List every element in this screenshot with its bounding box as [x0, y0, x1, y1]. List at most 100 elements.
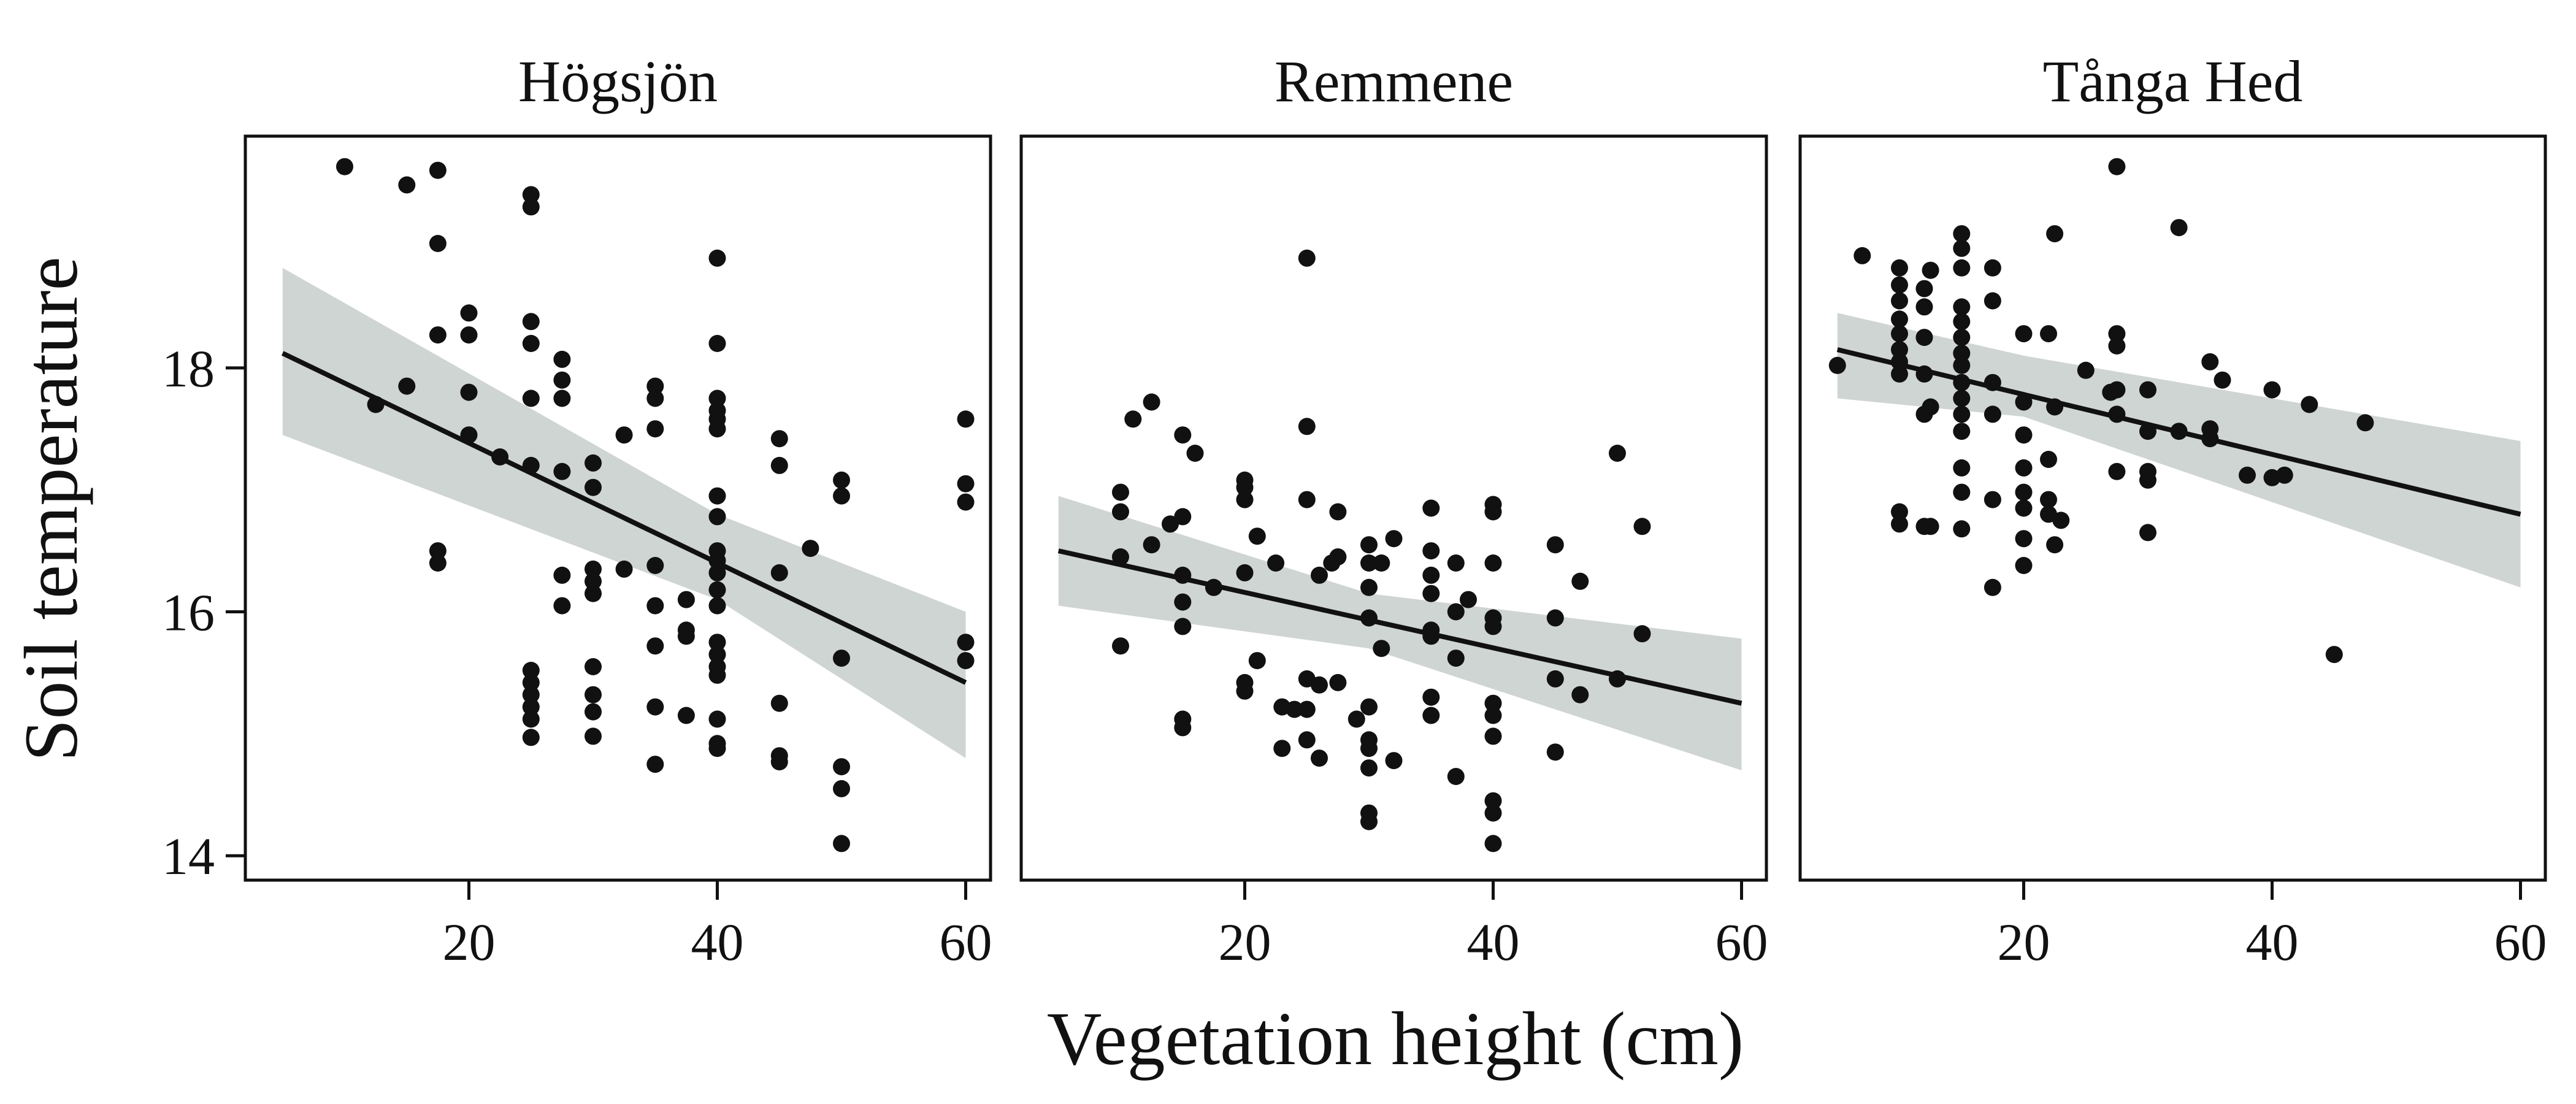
x-tick-label: 60	[940, 913, 992, 972]
data-point	[1422, 688, 1440, 706]
data-point	[677, 707, 695, 724]
panel-2: Remmene 20 40 60	[1019, 48, 1768, 972]
data-point	[708, 581, 726, 599]
data-point	[2139, 524, 2156, 542]
data-point	[1922, 518, 1939, 535]
y-tick-label: 14	[162, 827, 215, 886]
data-point	[522, 673, 540, 691]
data-point	[1953, 389, 1971, 407]
data-point	[2015, 426, 2033, 444]
data-point	[1484, 835, 1502, 853]
data-point	[708, 710, 726, 728]
data-point	[429, 235, 447, 252]
data-point	[1633, 518, 1651, 535]
panel-title: Högsjön	[518, 48, 718, 114]
data-point	[1298, 249, 1316, 267]
data-point	[708, 597, 726, 615]
x-tick-label: 20	[1219, 913, 1271, 972]
data-point	[2239, 466, 2256, 484]
data-point	[522, 313, 540, 331]
data-point	[522, 335, 540, 352]
data-point	[553, 566, 571, 584]
data-point	[1953, 239, 1971, 257]
data-point	[2108, 462, 2126, 480]
data-point	[615, 560, 633, 578]
data-point	[1484, 503, 1502, 521]
data-point	[2139, 381, 2156, 399]
data-point	[1984, 491, 2001, 508]
data-point	[708, 740, 726, 757]
data-point	[585, 454, 602, 472]
data-point	[585, 658, 602, 675]
data-point	[1298, 418, 1316, 435]
data-point	[1460, 591, 1477, 608]
data-point	[957, 410, 975, 428]
data-point	[646, 420, 664, 438]
data-point	[1922, 261, 1939, 279]
data-point	[646, 637, 664, 655]
data-point	[1286, 700, 1303, 718]
data-point	[1891, 325, 1908, 343]
data-point	[1915, 329, 1933, 347]
regression-line	[1057, 548, 1742, 706]
data-point	[957, 493, 975, 511]
data-point	[770, 694, 788, 712]
data-point	[1915, 280, 1933, 297]
data-point	[585, 560, 602, 578]
regression-line	[282, 351, 967, 685]
data-point	[522, 198, 540, 216]
data-point	[1984, 292, 2001, 310]
data-point	[1311, 749, 1328, 767]
data-point	[1267, 554, 1285, 572]
panel-title: Remmene	[1275, 48, 1513, 114]
data-point	[1360, 813, 1378, 830]
data-point	[1329, 503, 1347, 521]
data-point	[1609, 445, 1626, 462]
data-point	[1174, 593, 1192, 611]
data-point	[585, 727, 602, 745]
data-point	[770, 430, 788, 448]
data-point	[2040, 325, 2057, 343]
data-point	[398, 377, 416, 395]
confidence-band	[282, 267, 966, 759]
panel-title: Tånga Hed	[2043, 48, 2303, 114]
data-point	[1953, 298, 1971, 316]
data-point	[522, 698, 540, 716]
data-point	[646, 756, 664, 773]
data-point	[585, 572, 602, 590]
data-point	[1633, 625, 1651, 643]
data-point	[1984, 578, 2001, 596]
data-point	[585, 703, 602, 721]
data-point	[2040, 491, 2057, 508]
data-point	[833, 758, 850, 776]
data-point	[2046, 536, 2064, 554]
data-point	[1236, 564, 1254, 581]
data-point	[1891, 259, 1908, 277]
data-point	[1546, 743, 1564, 761]
data-point	[1953, 313, 1971, 331]
data-point	[1124, 410, 1142, 428]
data-point	[429, 542, 447, 560]
data-point	[1360, 536, 1378, 554]
data-point	[429, 554, 447, 572]
data-point	[1248, 527, 1266, 545]
data-point	[708, 389, 726, 407]
data-point	[1143, 393, 1160, 411]
x-tick-label: 20	[443, 913, 496, 972]
data-point	[1112, 503, 1129, 521]
y-tick-label: 18	[162, 339, 215, 398]
data-point	[1298, 731, 1316, 749]
data-point	[1422, 542, 1440, 560]
data-point	[646, 557, 664, 574]
data-point	[802, 540, 819, 558]
data-point	[2108, 325, 2126, 343]
data-point	[957, 634, 975, 651]
data-point	[1347, 710, 1365, 728]
data-point	[2015, 325, 2033, 343]
data-point	[2214, 371, 2231, 389]
data-point	[1360, 578, 1378, 596]
data-point	[553, 371, 571, 389]
data-point	[1953, 345, 1971, 362]
data-point	[2139, 471, 2156, 489]
data-point	[677, 627, 695, 645]
